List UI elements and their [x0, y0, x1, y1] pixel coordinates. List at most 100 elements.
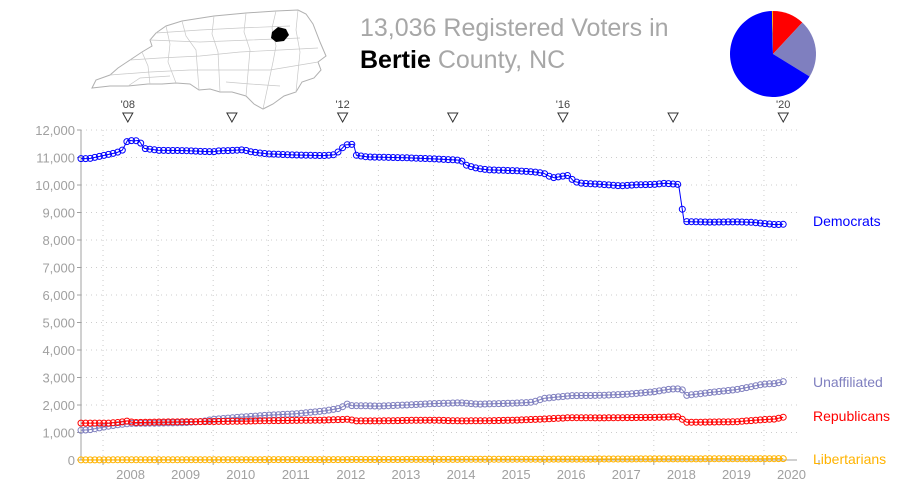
- point-unaffiliated-40: [261, 411, 269, 419]
- point-republicans-114: [600, 414, 608, 422]
- y-tick-label-10: 10,000: [35, 178, 75, 193]
- point-libertarians-150: [766, 455, 773, 463]
- point-republicans-148: [756, 416, 764, 424]
- point-unaffiliated-65: [375, 402, 383, 410]
- election-label-0: '08: [121, 99, 135, 111]
- point-republicans-65: [375, 417, 383, 425]
- point-republicans-42: [270, 417, 278, 425]
- point-libertarians-9: [118, 456, 126, 464]
- point-republicans-12: [132, 419, 140, 426]
- point-libertarians-48: [297, 456, 305, 464]
- point-libertarians-122: [637, 455, 645, 463]
- point-libertarians-135: [697, 455, 705, 463]
- point-libertarians-90: [490, 455, 498, 463]
- point-democrats-81: [449, 156, 457, 164]
- point-unaffiliated-122: [637, 389, 645, 397]
- point-democrats-28: [206, 148, 213, 156]
- point-democrats-117: [614, 182, 622, 190]
- point-unaffiliated-129: [669, 385, 677, 393]
- point-libertarians-13: [137, 456, 145, 464]
- point-republicans-31: [219, 417, 227, 425]
- point-republicans-52: [316, 416, 324, 424]
- point-unaffiliated-127: [660, 386, 668, 394]
- point-unaffiliated-151: [770, 380, 778, 388]
- point-republicans-48: [297, 416, 305, 424]
- point-democrats-134: [692, 218, 700, 226]
- point-unaffiliated-97: [522, 399, 530, 407]
- point-libertarians-125: [651, 455, 659, 463]
- point-republicans-75: [421, 416, 429, 424]
- y-tick-label-7: 7,000: [42, 261, 75, 276]
- point-unaffiliated-149: [761, 380, 769, 388]
- point-libertarians-22: [178, 456, 186, 464]
- point-unaffiliated-61: [357, 402, 365, 410]
- point-republicans-34: [233, 417, 241, 425]
- point-democrats-68: [389, 154, 397, 161]
- point-democrats-53: [320, 152, 328, 159]
- point-unaffiliated-104: [554, 393, 562, 401]
- point-democrats-34: [233, 146, 241, 154]
- point-republicans-138: [710, 418, 718, 426]
- label-republicans: Republicans: [813, 408, 890, 424]
- bertie-county-highlight: [271, 27, 289, 42]
- point-republicans-1: [82, 419, 90, 427]
- point-democrats-89: [486, 166, 493, 174]
- point-unaffiliated-116: [609, 391, 617, 399]
- point-democrats-19: [164, 147, 172, 154]
- point-republicans-88: [481, 417, 489, 425]
- point-democrats-132: [683, 218, 691, 226]
- point-republicans-58: [343, 415, 351, 423]
- point-democrats-40: [261, 150, 269, 157]
- point-democrats-131: [678, 205, 686, 213]
- point-republicans-16: [150, 418, 158, 426]
- point-democrats-145: [743, 218, 750, 226]
- point-libertarians-34: [233, 456, 241, 464]
- point-democrats-22: [178, 147, 186, 155]
- point-libertarians-10: [123, 456, 131, 464]
- point-democrats-43: [274, 150, 282, 158]
- county-name: Bertie: [360, 46, 431, 74]
- election-marker-1: [226, 112, 238, 124]
- election-marker-4: [557, 112, 569, 124]
- point-libertarians-109: [577, 455, 585, 463]
- point-unaffiliated-144: [738, 385, 746, 392]
- point-libertarians-53: [320, 456, 328, 464]
- point-democrats-94: [508, 167, 516, 175]
- point-libertarians-24: [187, 456, 195, 464]
- point-republicans-98: [527, 416, 535, 423]
- point-libertarians-124: [646, 455, 654, 463]
- point-democrats-73: [412, 154, 420, 162]
- point-libertarians-138: [710, 455, 718, 463]
- point-democrats-6: [105, 150, 112, 158]
- point-republicans-60: [352, 417, 360, 425]
- point-unaffiliated-125: [651, 388, 659, 396]
- point-democrats-142: [729, 218, 737, 226]
- point-republicans-140: [720, 418, 728, 426]
- point-unaffiliated-95: [513, 399, 521, 407]
- point-libertarians-153: [779, 455, 787, 463]
- x-tick-label-2012: 2012: [336, 467, 365, 482]
- point-libertarians-14: [141, 456, 149, 464]
- point-republicans-6: [105, 419, 112, 427]
- point-republicans-95: [513, 416, 521, 424]
- point-libertarians-133: [687, 455, 695, 463]
- point-unaffiliated-118: [619, 390, 627, 398]
- point-libertarians-44: [279, 456, 287, 464]
- point-unaffiliated-48: [297, 409, 305, 417]
- point-democrats-56: [334, 148, 342, 156]
- point-democrats-75: [421, 155, 429, 162]
- point-republicans-26: [196, 418, 204, 426]
- point-unaffiliated-66: [380, 402, 388, 410]
- election-marker-0: [121, 112, 134, 124]
- point-unaffiliated-73: [412, 401, 420, 408]
- point-democrats-96: [518, 167, 526, 175]
- point-democrats-112: [591, 180, 599, 188]
- point-libertarians-67: [385, 456, 392, 463]
- point-unaffiliated-86: [472, 400, 480, 408]
- point-republicans-78: [435, 416, 443, 424]
- point-libertarians-83: [458, 455, 466, 463]
- point-libertarians-31: [219, 456, 227, 464]
- point-libertarians-25: [192, 456, 200, 464]
- point-democrats-114: [600, 181, 608, 189]
